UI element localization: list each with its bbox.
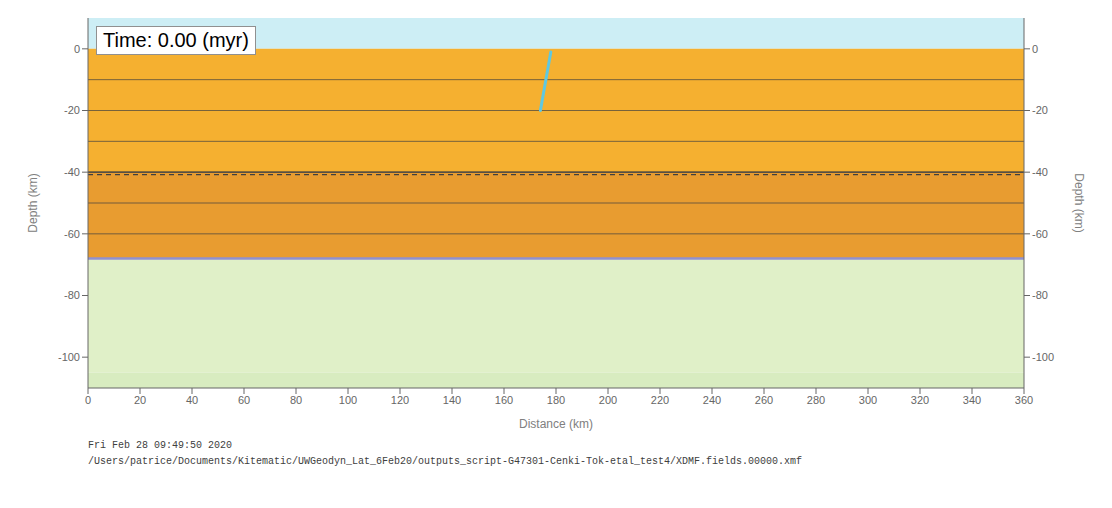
svg-text:0: 0 [74,43,80,55]
svg-text:-80: -80 [1032,289,1048,301]
svg-text:Depth (km): Depth (km) [1072,173,1086,232]
svg-text:340: 340 [963,394,981,406]
svg-text:20: 20 [134,394,146,406]
svg-text:300: 300 [859,394,877,406]
svg-text:60: 60 [238,394,250,406]
svg-text:0: 0 [85,394,91,406]
html-text:Time: 0.00 (myr): Time: 0.00 (myr) [103,29,249,51]
svg-text:-60: -60 [1032,228,1048,240]
svg-text:100: 100 [339,394,357,406]
html-text:/Users/patrice/Documents/Kitem: /Users/patrice/Documents/Kitematic/UWGeo… [88,456,803,467]
svg-text:220: 220 [651,394,669,406]
svg-text:-20: -20 [1032,104,1048,116]
svg-text:80: 80 [290,394,302,406]
svg-text:260: 260 [755,394,773,406]
svg-text:200: 200 [599,394,617,406]
svg-text:140: 140 [443,394,461,406]
svg-text:-100: -100 [58,351,80,363]
svg-text:160: 160 [495,394,513,406]
svg-text:Distance (km): Distance (km) [519,417,593,431]
svg-text:Depth (km): Depth (km) [26,173,40,232]
svg-text:-80: -80 [64,289,80,301]
html-text:Fri Feb 28 09:49:50 2020: Fri Feb 28 09:49:50 2020 [88,440,232,451]
svg-text:280: 280 [807,394,825,406]
svg-text:240: 240 [703,394,721,406]
svg-text:180: 180 [547,394,565,406]
svg-text:120: 120 [391,394,409,406]
svg-text:40: 40 [186,394,198,406]
svg-text:-60: -60 [64,228,80,240]
svg-text:360: 360 [1015,394,1033,406]
svg-text:-40: -40 [64,166,80,178]
svg-text:-20: -20 [64,104,80,116]
svg-text:320: 320 [911,394,929,406]
svg-text:0: 0 [1032,43,1038,55]
svg-text:-40: -40 [1032,166,1048,178]
svg-text:-100: -100 [1032,351,1054,363]
